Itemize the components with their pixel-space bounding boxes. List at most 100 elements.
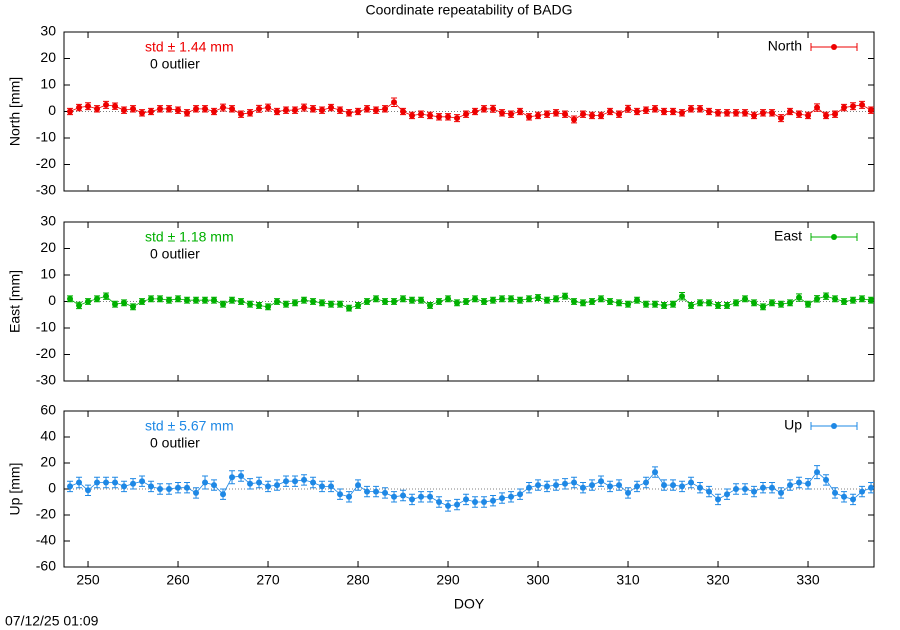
data-point xyxy=(283,301,290,308)
data-point xyxy=(670,108,677,115)
data-point xyxy=(346,305,353,312)
data-point xyxy=(112,103,119,110)
data-point xyxy=(202,297,209,304)
data-point xyxy=(805,112,812,119)
data-point xyxy=(85,487,92,494)
data-point xyxy=(274,482,281,489)
data-point xyxy=(769,299,776,306)
data-point xyxy=(148,483,155,490)
x-tick-label: 300 xyxy=(526,572,550,588)
data-point xyxy=(679,109,686,116)
data-point xyxy=(265,303,272,310)
data-point xyxy=(301,476,308,483)
data-point xyxy=(121,483,128,490)
data-point xyxy=(103,101,110,108)
x-axis-label: DOY xyxy=(454,596,485,612)
data-point xyxy=(283,478,290,485)
data-point xyxy=(607,483,614,490)
data-point xyxy=(202,479,209,486)
data-point xyxy=(616,482,623,489)
data-point xyxy=(571,116,578,123)
data-point xyxy=(526,484,533,491)
data-point xyxy=(130,480,137,487)
data-point xyxy=(697,105,704,112)
y-tick-label: -20 xyxy=(36,155,56,171)
data-point xyxy=(481,499,488,505)
outlier-annotation: 0 outlier xyxy=(150,56,200,72)
data-point xyxy=(517,491,524,498)
data-point xyxy=(643,301,650,308)
y-tick-label: -30 xyxy=(36,372,56,388)
data-point xyxy=(319,299,326,306)
y-tick-label: 40 xyxy=(40,428,56,444)
data-point xyxy=(796,111,803,118)
data-point xyxy=(274,108,281,115)
data-point xyxy=(67,483,74,490)
data-point xyxy=(409,112,416,119)
data-point xyxy=(751,299,758,306)
data-point xyxy=(328,483,335,490)
data-point xyxy=(247,109,254,116)
data-point xyxy=(283,107,290,114)
data-point xyxy=(139,478,146,485)
y-tick-label: -20 xyxy=(36,345,56,361)
data-point xyxy=(715,302,722,309)
data-point xyxy=(463,111,470,118)
data-point xyxy=(760,109,767,116)
timestamp: 07/12/25 01:09 xyxy=(5,613,99,629)
data-point xyxy=(607,108,614,115)
outlier-annotation: 0 outlier xyxy=(150,435,200,451)
data-point xyxy=(859,488,866,495)
data-point xyxy=(598,295,605,302)
data-point xyxy=(310,479,317,486)
data-point xyxy=(544,483,551,490)
data-point xyxy=(724,109,731,116)
data-point xyxy=(652,105,659,112)
data-point xyxy=(544,111,551,118)
data-point xyxy=(751,112,758,119)
data-point xyxy=(787,299,794,306)
data-point xyxy=(301,297,308,304)
data-point xyxy=(265,483,272,490)
y-tick-label: 0 xyxy=(48,480,56,496)
data-point xyxy=(319,483,326,490)
legend-label: East xyxy=(774,228,802,244)
data-point xyxy=(697,299,704,306)
data-point xyxy=(472,108,479,115)
y-tick-label: 20 xyxy=(40,49,56,65)
data-point xyxy=(166,105,173,112)
data-point xyxy=(184,297,191,304)
data-point xyxy=(454,299,461,306)
data-point xyxy=(598,478,605,485)
data-point xyxy=(85,103,92,110)
legend-marker xyxy=(831,234,837,240)
data-point xyxy=(301,104,308,111)
data-point xyxy=(112,301,119,308)
data-point xyxy=(454,115,461,122)
legend-label: North xyxy=(768,38,802,54)
data-point xyxy=(499,109,506,116)
y-tick-label: -40 xyxy=(36,532,56,548)
data-point xyxy=(697,484,704,491)
legend-label: Up xyxy=(784,417,802,433)
data-point xyxy=(94,105,101,112)
data-point xyxy=(760,303,767,310)
data-point xyxy=(472,295,479,302)
y-tick-label: 20 xyxy=(40,239,56,255)
data-point xyxy=(211,482,218,489)
data-point xyxy=(481,298,488,305)
data-point xyxy=(130,105,137,112)
data-point xyxy=(346,109,353,116)
data-point xyxy=(418,493,425,500)
data-point xyxy=(211,297,218,304)
data-point xyxy=(445,295,452,302)
data-point xyxy=(409,496,416,503)
data-point xyxy=(400,492,407,499)
data-point xyxy=(868,297,875,304)
data-point xyxy=(508,111,515,118)
data-point xyxy=(292,107,299,114)
data-point xyxy=(841,298,848,305)
data-point xyxy=(229,297,236,304)
data-point xyxy=(175,484,182,491)
data-point xyxy=(598,112,605,119)
